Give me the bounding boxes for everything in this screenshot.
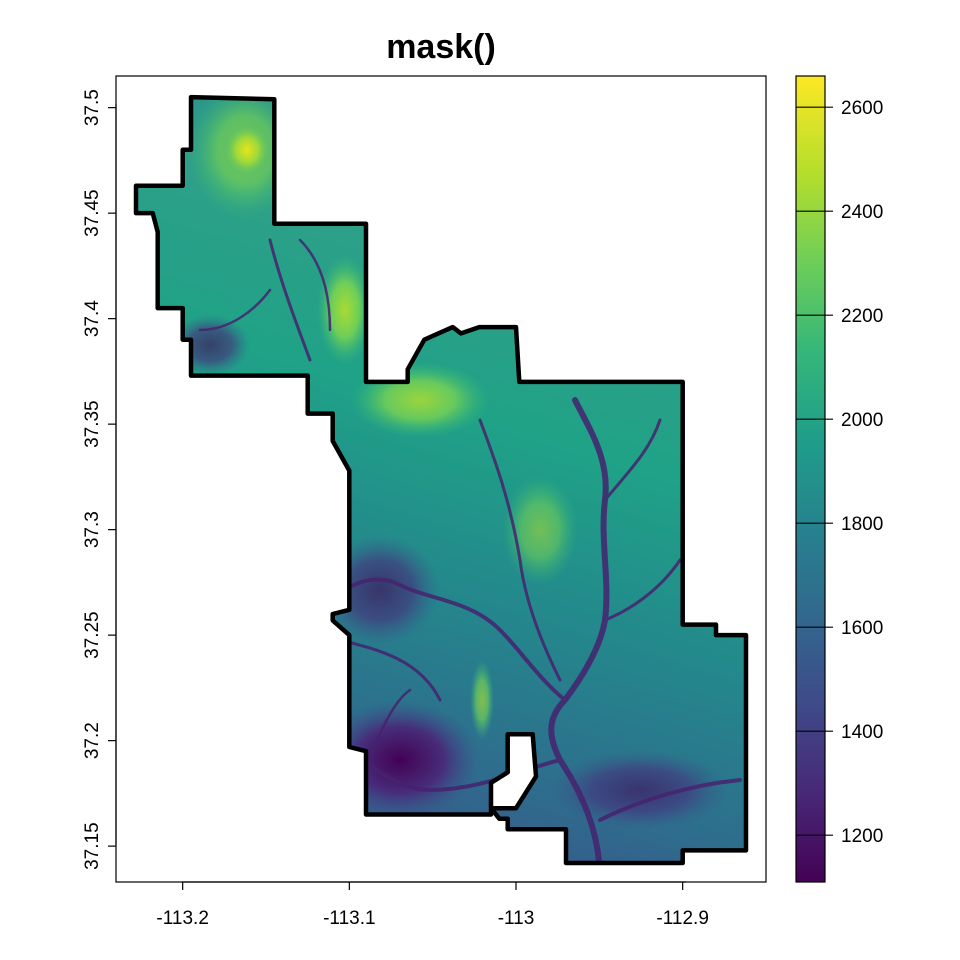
legend-tick-label-0: 1200 — [841, 826, 883, 847]
y-axis: 37.15 37.2 37.25 37.3 37.35 37.4 37.45 37.5 — [82, 89, 117, 870]
legend-tick-label-5: 2200 — [841, 306, 883, 327]
ridge-center — [317, 255, 373, 365]
legend-tick-label-3: 1800 — [841, 514, 883, 535]
lowland-southeast — [550, 750, 730, 830]
y-tick-label-5: 37.4 — [82, 300, 103, 337]
y-tick-label-3: 37.3 — [82, 511, 103, 548]
x-tick-label-1: -113.1 — [323, 908, 375, 929]
y-tick-label-0: 37.15 — [82, 822, 103, 870]
ridge-south — [470, 660, 494, 740]
x-axis: -113.2 -113.1 -113 -112.9 — [156, 881, 709, 929]
plateau-center — [350, 362, 490, 438]
legend-tick-label-2: 1600 — [841, 618, 883, 639]
y-tick-label-1: 37.2 — [82, 722, 103, 759]
lowland-west — [320, 535, 440, 645]
legend-tick-label-4: 2000 — [841, 410, 883, 431]
park-boundary — [133, 94, 749, 866]
y-tick-label-6: 37.45 — [82, 189, 103, 237]
lowland-southwest — [320, 700, 480, 820]
x-tick-label-3: -112.9 — [656, 908, 708, 929]
color-legend: 1200 1400 1600 1800 2000 2200 2400 2600 — [795, 75, 883, 883]
y-tick-label-2: 37.25 — [82, 611, 103, 659]
legend-tick-label-1: 1400 — [841, 722, 883, 743]
legend-tick-label-7: 2600 — [841, 98, 883, 119]
legend-tick-label-6: 2400 — [841, 202, 883, 223]
map-title: mask() — [386, 28, 496, 66]
y-tick-label-7: 37.5 — [82, 89, 103, 126]
peak-north — [222, 122, 272, 178]
elevation-raster — [136, 97, 746, 864]
y-tick-label-4: 37.35 — [82, 400, 103, 448]
x-tick-label-0: -113.2 — [156, 908, 208, 929]
color-bar — [795, 75, 826, 883]
x-tick-label-2: -113 — [498, 908, 535, 929]
